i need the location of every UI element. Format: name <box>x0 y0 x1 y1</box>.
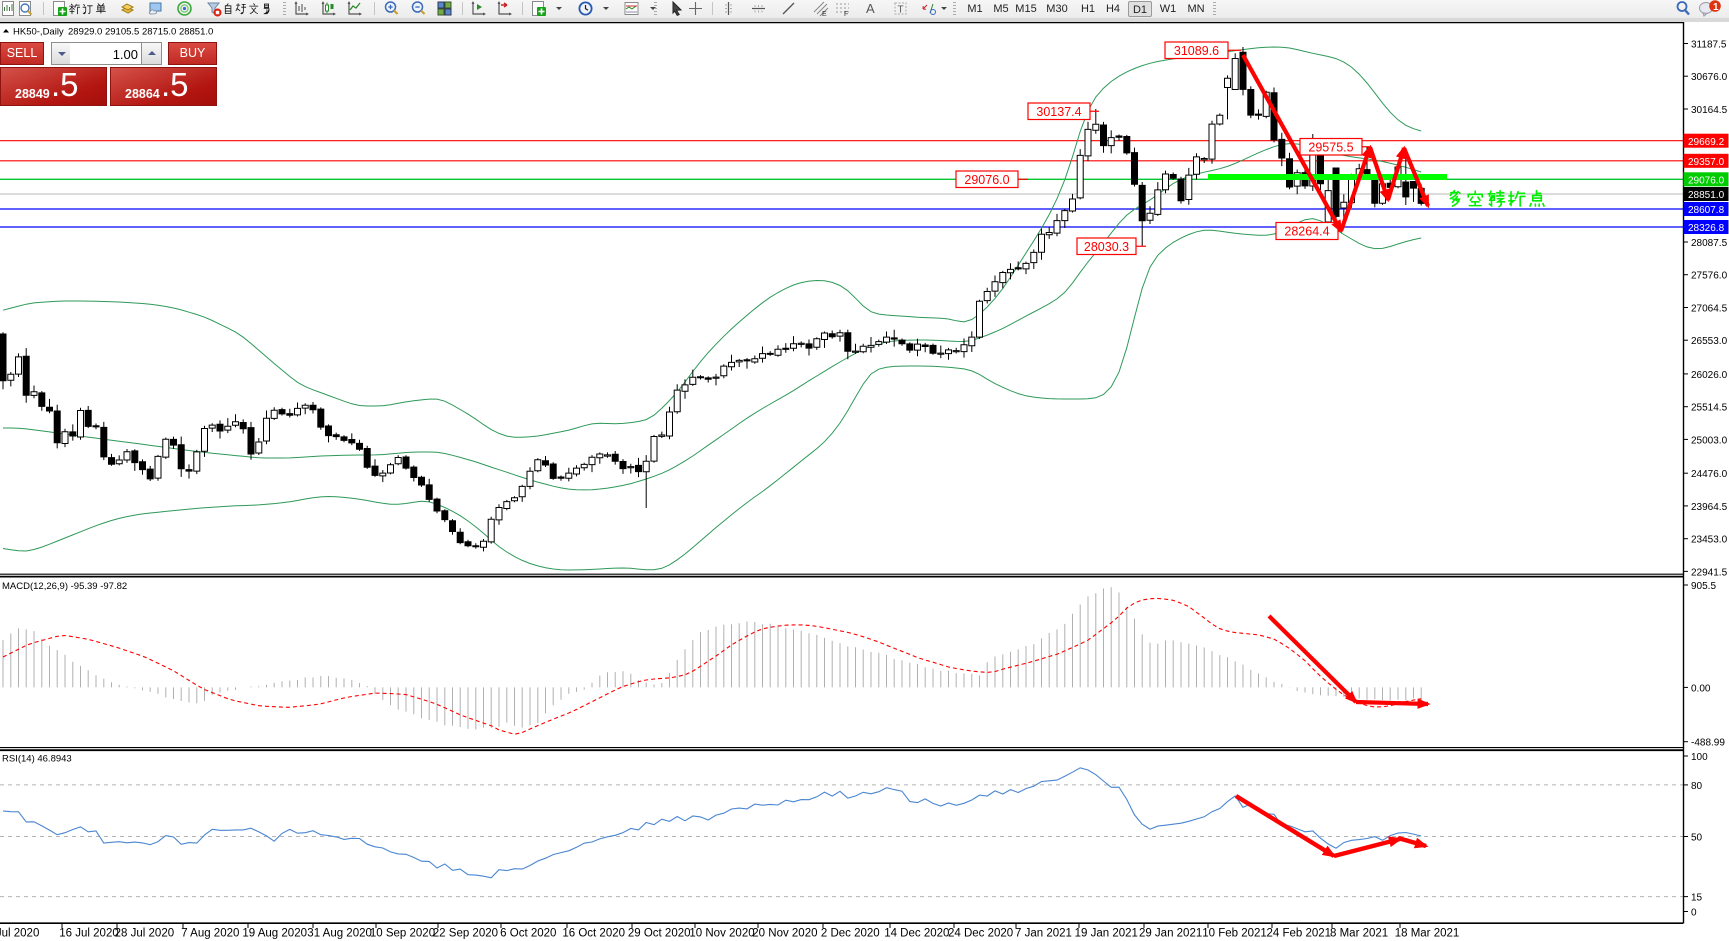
svg-text:27576.0: 27576.0 <box>1691 271 1728 282</box>
svg-text:A: A <box>866 1 875 16</box>
svg-text:10 Feb 2021: 10 Feb 2021 <box>1202 928 1267 940</box>
svg-text:23964.5: 23964.5 <box>1691 502 1728 513</box>
svg-text:28 Jul 2020: 28 Jul 2020 <box>115 928 174 940</box>
svg-text:29575.5: 29575.5 <box>1308 140 1353 154</box>
svg-text:16 Jul 2020: 16 Jul 2020 <box>59 928 118 940</box>
svg-text:27064.5: 27064.5 <box>1691 304 1728 315</box>
svg-text:28030.3: 28030.3 <box>1084 240 1129 254</box>
svg-text:905.5: 905.5 <box>1691 581 1716 592</box>
svg-text:29357.0: 29357.0 <box>1688 157 1725 168</box>
svg-text:20 Nov 2020: 20 Nov 2020 <box>752 928 817 940</box>
svg-text:31089.6: 31089.6 <box>1174 44 1219 58</box>
svg-text:10 Sep 2020: 10 Sep 2020 <box>370 928 435 940</box>
svg-text:29076.0: 29076.0 <box>964 173 1009 187</box>
svg-text:24476.0: 24476.0 <box>1691 469 1728 480</box>
svg-text:18 Mar 2021: 18 Mar 2021 <box>1395 928 1460 940</box>
svg-text:29076.0: 29076.0 <box>1688 176 1725 187</box>
svg-text:14 Dec 2020: 14 Dec 2020 <box>884 928 949 940</box>
svg-text:26026.0: 26026.0 <box>1691 370 1728 381</box>
svg-text:28087.5: 28087.5 <box>1691 238 1728 249</box>
svg-text:28851.0: 28851.0 <box>1688 190 1725 201</box>
svg-text:31 Aug 2020: 31 Aug 2020 <box>307 928 372 940</box>
svg-text:31187.5: 31187.5 <box>1691 40 1727 51</box>
svg-text:30164.5: 30164.5 <box>1691 105 1728 116</box>
svg-text:2 Dec 2020: 2 Dec 2020 <box>821 928 880 940</box>
svg-text:28264.4: 28264.4 <box>1284 225 1329 239</box>
svg-text:6 Oct 2020: 6 Oct 2020 <box>500 928 556 940</box>
svg-text:0.00: 0.00 <box>1691 683 1711 694</box>
svg-text:25514.5: 25514.5 <box>1691 403 1728 414</box>
svg-text:26553.0: 26553.0 <box>1691 336 1728 347</box>
svg-text:1: 1 <box>1713 2 1719 13</box>
svg-text:7 Aug 2020: 7 Aug 2020 <box>181 928 239 940</box>
svg-text:23453.0: 23453.0 <box>1691 535 1728 546</box>
svg-text:30137.4: 30137.4 <box>1036 105 1081 119</box>
svg-text:16 Oct 2020: 16 Oct 2020 <box>562 928 625 940</box>
svg-text:8 Mar 2021: 8 Mar 2021 <box>1330 928 1388 940</box>
svg-text:0: 0 <box>1691 908 1697 919</box>
svg-text:25003.0: 25003.0 <box>1691 435 1728 446</box>
svg-text:F: F <box>844 11 848 18</box>
svg-text:29 Jan 2021: 29 Jan 2021 <box>1139 928 1202 940</box>
svg-text:100: 100 <box>1691 752 1708 763</box>
svg-text:HK50-,Daily: HK50-,Daily <box>13 27 64 38</box>
svg-text:22 Sep 2020: 22 Sep 2020 <box>433 928 498 940</box>
svg-text:30676.0: 30676.0 <box>1691 72 1728 83</box>
svg-text:28607.8: 28607.8 <box>1688 205 1725 216</box>
svg-text:29669.2: 29669.2 <box>1688 137 1725 148</box>
svg-text:RSI(14) 46.8943: RSI(14) 46.8943 <box>2 754 72 765</box>
svg-text:50: 50 <box>1691 833 1703 844</box>
svg-text:29 Oct 2020: 29 Oct 2020 <box>628 928 691 940</box>
svg-text:22941.5: 22941.5 <box>1691 567 1728 578</box>
svg-text:MACD(12,26,9) -95.39 -97.82: MACD(12,26,9) -95.39 -97.82 <box>2 581 127 592</box>
svg-text:-488.99: -488.99 <box>1691 738 1725 749</box>
svg-text:Jul 2020: Jul 2020 <box>0 928 39 940</box>
svg-text:19 Jan 2021: 19 Jan 2021 <box>1075 928 1138 940</box>
svg-text:80: 80 <box>1691 781 1703 792</box>
svg-text:7 Jan 2021: 7 Jan 2021 <box>1015 928 1072 940</box>
svg-text:24 Dec 2020: 24 Dec 2020 <box>948 928 1013 940</box>
svg-text:10 Nov 2020: 10 Nov 2020 <box>689 928 754 940</box>
svg-text:24 Feb 2021: 24 Feb 2021 <box>1267 928 1332 940</box>
svg-text:19 Aug 2020: 19 Aug 2020 <box>242 928 307 940</box>
svg-text:E: E <box>822 11 827 18</box>
svg-text:28929.0 29105.5 28715.0 28851.: 28929.0 29105.5 28715.0 28851.0 <box>68 27 213 38</box>
svg-text:15: 15 <box>1691 893 1703 904</box>
svg-text:28326.8: 28326.8 <box>1688 223 1725 234</box>
svg-text:T: T <box>898 5 904 16</box>
